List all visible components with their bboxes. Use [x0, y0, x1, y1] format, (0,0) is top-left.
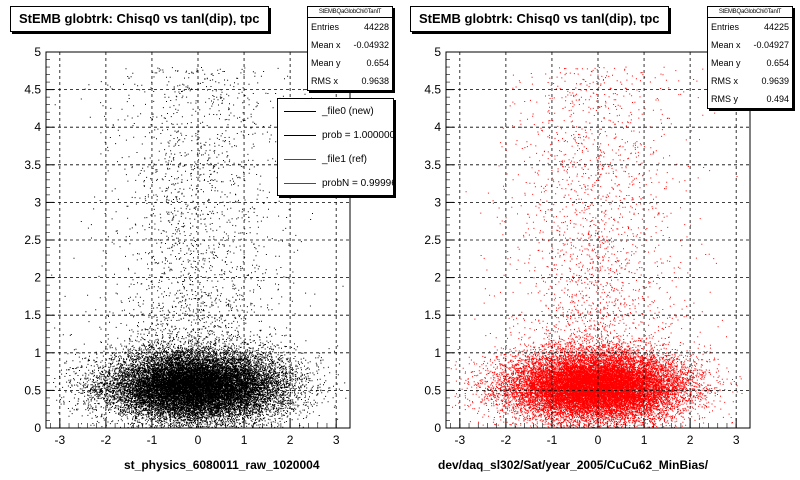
x-tick-label: -3 [454, 433, 465, 447]
x-tick-label: 1 [241, 433, 248, 447]
legend-entry: prob = 1.000000 [278, 123, 393, 147]
x-tick-label: -2 [501, 433, 512, 447]
y-tick-label: 1 [434, 346, 441, 360]
x-tick-label: 3 [733, 433, 740, 447]
right-stats-meanx: Mean x -0.04927 [708, 36, 792, 54]
legend-label: probN = 0.999960 [322, 177, 393, 189]
stats-value: 0.654 [766, 58, 789, 68]
y-tick-label: 3.5 [24, 158, 41, 172]
y-tick-label: 0.5 [24, 383, 41, 397]
y-tick-label: 2.5 [424, 233, 441, 247]
y-tick-label: 3 [434, 195, 441, 209]
right-scatter-plot: 0 0.5 1 1.5 2 2.5 3 3.5 4 4.5 5 -3 -2 -1 0 1 2 3 [424, 45, 751, 447]
left-stats-meanx: Mean x -0.04932 [308, 36, 392, 54]
y-tick-label: 4 [34, 120, 41, 134]
y-tick-label: 5 [34, 45, 41, 59]
legend-entry: _file0 (new) [278, 99, 393, 123]
x-tick-label: 1 [641, 433, 648, 447]
left-stats-box: StEMBQaGlobChi0TanlT Entries 44228 Mean … [307, 6, 393, 91]
stats-value: 0.9639 [761, 76, 789, 86]
scatter-point-cloud [450, 66, 743, 429]
stats-value: -0.04932 [353, 40, 389, 50]
y-tick-label: 4.5 [24, 83, 41, 97]
left-stats-rmsx: RMS x 0.9638 [308, 72, 392, 90]
x-tick-label: -2 [101, 433, 112, 447]
right-chart-panel: 0 0.5 1 1.5 2 2.5 3 3.5 4 4.5 5 -3 -2 -1 0 1 2 3 StEMB gl… [400, 0, 800, 480]
right-stats-meany: Mean y 0.654 [708, 54, 792, 72]
legend-label: _file1 (ref) [322, 153, 368, 165]
left-chart-title: StEMB globtrk: Chisq0 vs tanl(dip), tpc [10, 6, 269, 32]
right-stats-rmsx: RMS x 0.9639 [708, 72, 792, 90]
y-tick-label: 3.5 [424, 158, 441, 172]
stats-label: Mean y [311, 58, 341, 68]
legend-line-black [284, 110, 316, 112]
legend-line-black [284, 134, 316, 136]
x-tick-label: -1 [147, 433, 158, 447]
x-tick-label: 0 [595, 433, 602, 447]
legend-entry: probN = 0.999960 [278, 171, 393, 195]
y-tick-label: 0 [434, 421, 441, 435]
legend-label: _file0 (new) [322, 105, 374, 117]
y-tick-label: 1 [34, 346, 41, 360]
x-tick-label: 3 [333, 433, 340, 447]
left-stats-name: StEMBQaGlobChi0TanlT [308, 7, 392, 18]
legend-label: prob = 1.000000 [322, 129, 394, 141]
left-stats-meany: Mean y 0.654 [308, 54, 392, 72]
stats-value: 44228 [363, 22, 389, 32]
stats-label: RMS x [311, 76, 338, 86]
left-legend: _file0 (new) prob = 1.000000 _file1 (ref… [277, 98, 394, 196]
left-x-axis-label: st_physics_6080011_raw_1020004 [124, 458, 320, 472]
stats-label: Entries [711, 22, 740, 32]
left-chart-panel: 0 0.5 1 1.5 2 2.5 3 3.5 4 4.5 5 -3 -2 -1 0 1 2 3 StEMB gl… [10, 6, 394, 472]
right-stats-name: StEMBQaGlobChi0TanlT [708, 7, 792, 18]
stats-value: 0.654 [366, 58, 389, 68]
stats-label: RMS y [711, 94, 738, 104]
stats-value: 0.9638 [361, 76, 389, 86]
right-stats-entries: Entries 44225 [708, 18, 792, 36]
x-tick-label: -1 [547, 433, 558, 447]
stats-label: Mean x [711, 40, 741, 50]
stats-value: 44225 [763, 22, 789, 32]
right-x-axis-label: dev/daq_sl302/Sat/year_2005/CuCu62_MinBi… [438, 458, 709, 472]
scatter-points [450, 66, 743, 429]
right-stats-box: StEMBQaGlobChi0TanlT Entries 44225 Mean … [707, 6, 793, 109]
stats-label: Entries [311, 22, 340, 32]
stats-value: 0.494 [766, 94, 789, 104]
stats-label: Mean y [711, 58, 741, 68]
y-tick-label: 2.5 [24, 233, 41, 247]
stats-label: RMS x [711, 76, 738, 86]
stats-value: -0.04927 [753, 40, 789, 50]
y-tick-label: 1.5 [24, 308, 41, 322]
right-stats-rmsy: RMS y 0.494 [708, 90, 792, 108]
y-tick-label: 2 [34, 271, 41, 285]
right-chart-title: StEMB globtrk: Chisq0 vs tanl(dip), tpc [410, 6, 669, 32]
left-stats-entries: Entries 44228 [308, 18, 392, 36]
legend-entry: _file1 (ref) [278, 147, 393, 171]
y-tick-label: 1.5 [424, 308, 441, 322]
y-tick-label: 2 [434, 271, 441, 285]
left-scatter-plot: 0 0.5 1 1.5 2 2.5 3 3.5 4 4.5 5 -3 -2 -1 0 1 2 3 [24, 45, 351, 447]
legend-line-red [284, 158, 316, 160]
x-tick-label: 2 [687, 433, 694, 447]
y-tick-label: 0.5 [424, 383, 441, 397]
y-tick-label: 4 [434, 120, 441, 134]
x-tick-label: 2 [287, 433, 294, 447]
y-tick-label: 3 [34, 195, 41, 209]
stats-label: Mean x [311, 40, 341, 50]
legend-line-red [284, 182, 316, 184]
y-tick-label: 0 [34, 421, 41, 435]
y-tick-label: 5 [434, 45, 441, 59]
x-tick-label: 0 [195, 433, 202, 447]
y-tick-label: 4.5 [424, 83, 441, 97]
x-tick-label: -3 [54, 433, 65, 447]
